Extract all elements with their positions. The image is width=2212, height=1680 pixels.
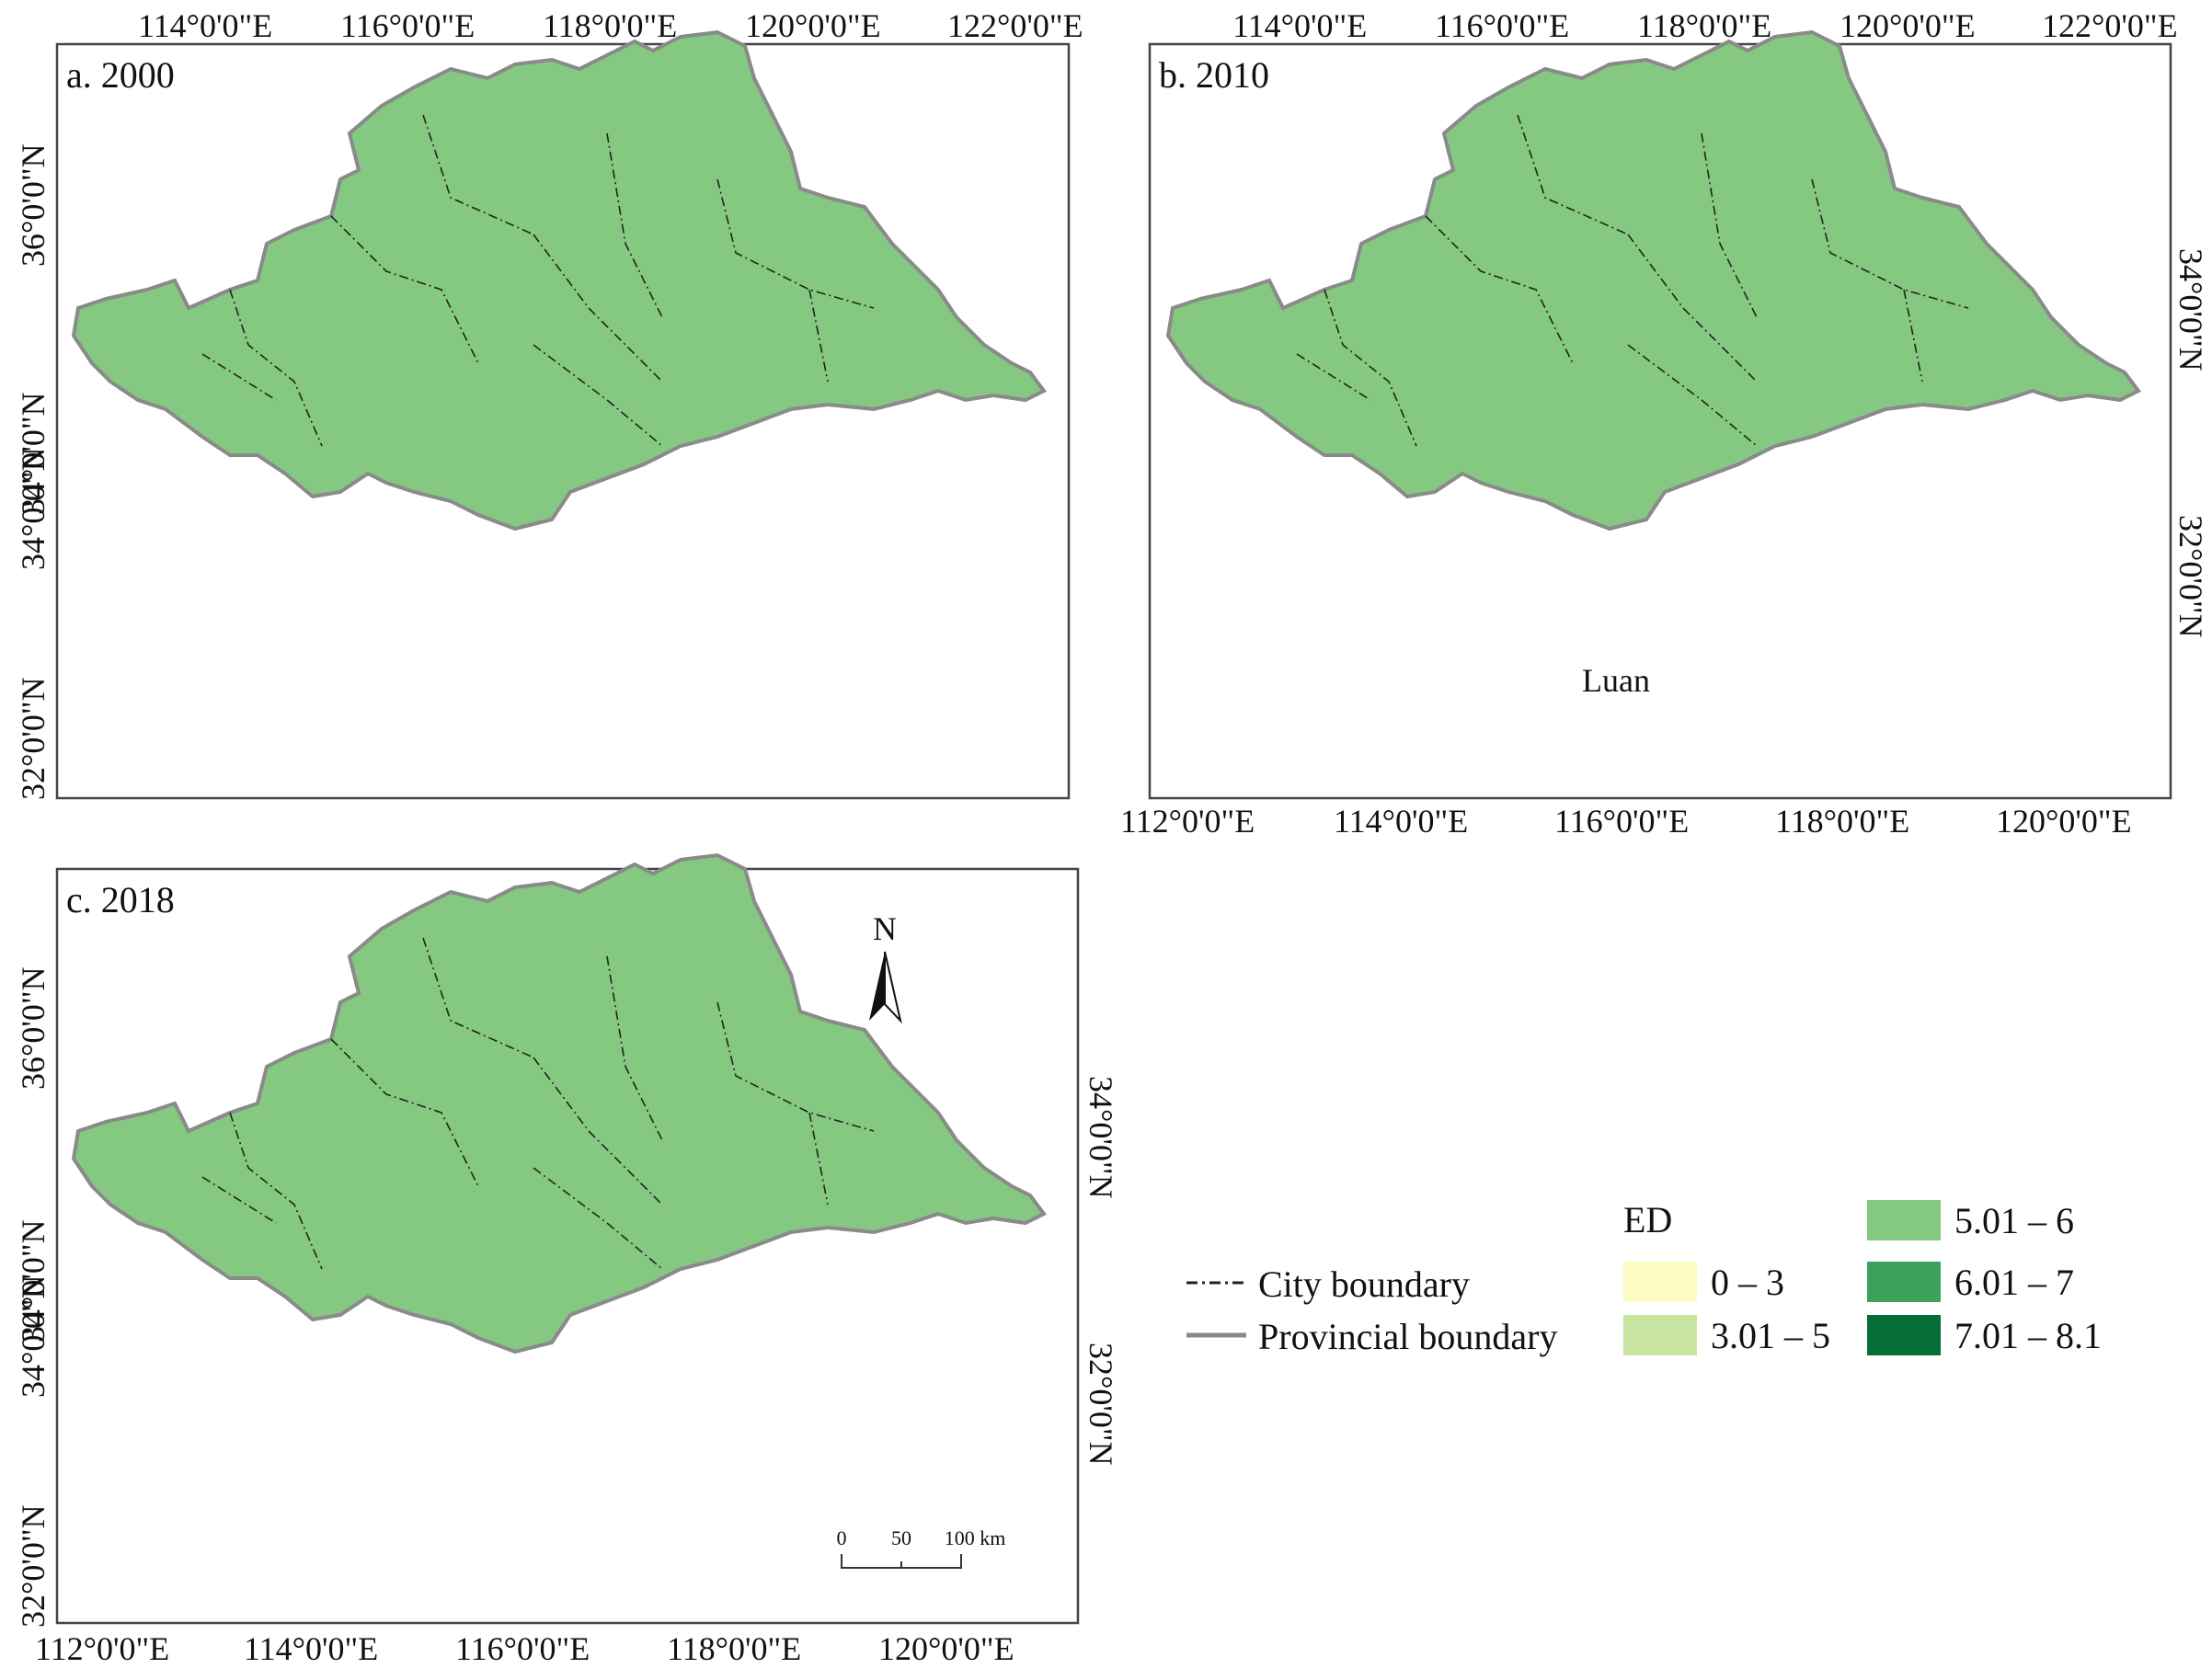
svg-text:118°0'0"E: 118°0'0"E	[1775, 803, 1909, 840]
svg-text:0 – 3: 0 – 3	[1711, 1262, 1784, 1303]
svg-text:122°0'0"E: 122°0'0"E	[2042, 7, 2178, 44]
svg-text:116°0'0"E: 116°0'0"E	[455, 1630, 590, 1667]
panel-a-top-ticks: 114°0'0"E 116°0'0"E 118°0'0"E 120°0'0"E …	[138, 7, 1083, 44]
svg-text:5.01 – 6: 5.01 – 6	[1954, 1200, 2074, 1241]
svg-text:118°0'0"E: 118°0'0"E	[667, 1630, 801, 1667]
svg-text:112°0'0"E: 112°0'0"E	[35, 1630, 169, 1667]
svg-text:112°0'0"E: 112°0'0"E	[1120, 803, 1255, 840]
map-panel-2010: b. 2010	[1120, 7, 2209, 840]
svg-text:120°0'0"E: 120°0'0"E	[878, 1630, 1014, 1667]
legend-city-boundary: City boundary	[1186, 1263, 1470, 1305]
panel-c-left-ticks: 36°0'0"N 34°0'0"N 34°0'0"N 32°0'0"N	[15, 966, 52, 1628]
north-arrow: N	[869, 910, 902, 1024]
svg-text:0: 0	[837, 1526, 847, 1549]
svg-text:34°0'0"N: 34°0'0"N	[15, 1274, 52, 1398]
panel-c-right-ticks: 34°0'0"N 32°0'0"N	[1083, 1076, 1119, 1466]
svg-text:32°0'0"N: 32°0'0"N	[15, 1504, 52, 1628]
panel-a-left-ticks: 36°0'0"N 34°0'0"N 34°0'0"N 32°0'0"N	[15, 143, 52, 800]
svg-text:100 km: 100 km	[945, 1526, 1006, 1549]
svg-text:36°0'0"N: 36°0'0"N	[15, 966, 52, 1090]
svg-text:114°0'0"E: 114°0'0"E	[1334, 803, 1468, 840]
legend-class-0: 0 – 3	[1623, 1262, 1784, 1303]
panel-c-bottom-ticks: 112°0'0"E 114°0'0"E 116°0'0"E 118°0'0"E …	[35, 1630, 1014, 1667]
legend-class-1: 3.01 – 5	[1623, 1315, 1830, 1356]
map-panel-2000: a. 2000	[15, 7, 1083, 800]
svg-text:32°0'0"N: 32°0'0"N	[15, 677, 52, 800]
svg-text:34°0'0"N: 34°0'0"N	[2172, 248, 2209, 371]
svg-text:116°0'0"E: 116°0'0"E	[340, 7, 475, 44]
svg-text:50: 50	[891, 1526, 911, 1549]
panel-a-title: a. 2000	[66, 54, 175, 96]
svg-text:a. 2000: a. 2000	[66, 54, 175, 96]
svg-text:32°0'0"N: 32°0'0"N	[1083, 1343, 1119, 1466]
svg-text:120°0'0"E: 120°0'0"E	[1840, 7, 1976, 44]
svg-text:36°0'0"N: 36°0'0"N	[15, 143, 52, 267]
svg-text:116°0'0"E: 116°0'0"E	[1435, 7, 1569, 44]
svg-text:122°0'0"E: 122°0'0"E	[947, 7, 1083, 44]
legend-class-2: 5.01 – 6	[1867, 1200, 2074, 1241]
svg-text:34°0'0"N: 34°0'0"N	[15, 1219, 52, 1343]
svg-text:Provincial boundary: Provincial boundary	[1258, 1316, 1558, 1357]
panel-b-bottom-ticks: 112°0'0"E 114°0'0"E 116°0'0"E 118°0'0"E …	[1120, 803, 2132, 840]
svg-text:34°0'0"N: 34°0'0"N	[1083, 1076, 1119, 1199]
svg-text:118°0'0"E: 118°0'0"E	[543, 7, 677, 44]
legend-title: ED	[1623, 1199, 1672, 1240]
svg-text:120°0'0"E: 120°0'0"E	[745, 7, 881, 44]
svg-text:34°0'0"N: 34°0'0"N	[15, 392, 52, 515]
legend-class-4: 7.01 – 8.1	[1867, 1315, 2102, 1356]
svg-text:116°0'0"E: 116°0'0"E	[1554, 803, 1689, 840]
svg-text:3.01 – 5: 3.01 – 5	[1711, 1315, 1830, 1356]
svg-text:b. 2010: b. 2010	[1159, 54, 1269, 96]
svg-text:34°0'0"N: 34°0'0"N	[15, 447, 52, 570]
map-panel-2018: c. 2018	[15, 853, 1119, 1667]
svg-text:c. 2018: c. 2018	[66, 879, 175, 920]
svg-text:32°0'0"N: 32°0'0"N	[2172, 515, 2209, 638]
panel-b-title: b. 2010	[1159, 54, 1269, 96]
place-label-luan: Luan	[1582, 662, 1650, 699]
legend-provincial-boundary: Provincial boundary	[1186, 1316, 1558, 1357]
svg-text:118°0'0"E: 118°0'0"E	[1637, 7, 1771, 44]
svg-text:City boundary: City boundary	[1258, 1263, 1470, 1305]
svg-text:N: N	[873, 910, 897, 947]
svg-text:114°0'0"E: 114°0'0"E	[1232, 7, 1367, 44]
svg-text:120°0'0"E: 120°0'0"E	[1996, 803, 2132, 840]
scale-bar: 0 50 100 km	[837, 1526, 1006, 1569]
panel-b-right-ticks: 34°0'0"N 32°0'0"N	[2172, 248, 2209, 638]
svg-text:6.01 – 7: 6.01 – 7	[1954, 1262, 2074, 1303]
svg-text:114°0'0"E: 114°0'0"E	[244, 1630, 378, 1667]
panel-c-title: c. 2018	[66, 879, 175, 920]
legend-class-3: 6.01 – 7	[1867, 1262, 2074, 1303]
legend: ED City boundary Provincial boundary 0 –…	[1186, 1199, 2102, 1357]
svg-text:7.01 – 8.1: 7.01 – 8.1	[1954, 1315, 2102, 1356]
svg-text:114°0'0"E: 114°0'0"E	[138, 7, 272, 44]
panel-b-top-ticks: 114°0'0"E 116°0'0"E 118°0'0"E 120°0'0"E …	[1232, 7, 2178, 44]
